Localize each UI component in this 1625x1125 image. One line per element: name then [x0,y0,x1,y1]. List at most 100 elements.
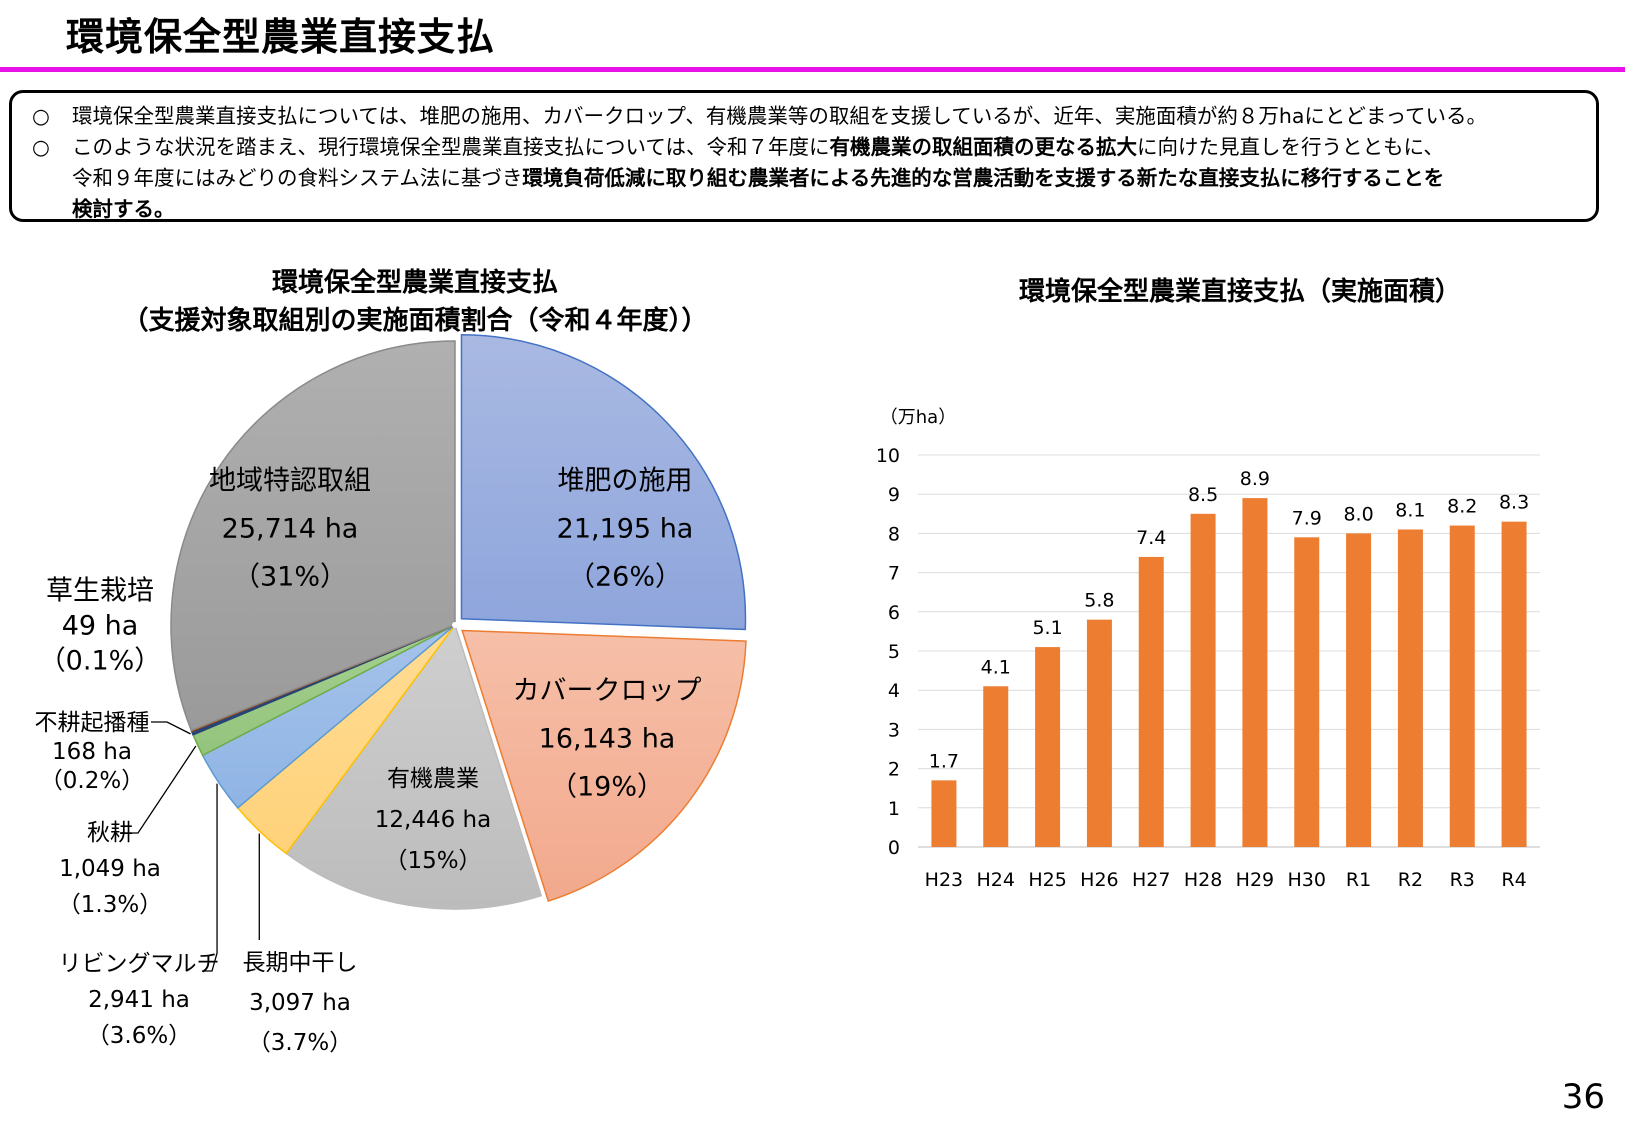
bar-R1 [1346,533,1372,847]
slice-area-label: 1,049 ha [59,856,161,882]
slice-name-label: 有機農業 [387,766,479,792]
slice-name-label: 堆肥の施用 [558,465,693,496]
summary-text-2b: に向けた見直しを行うとともに、 [1136,135,1444,159]
slice-pct-label: （1.3%） [58,892,162,918]
summary-bold-2c: 検討する。 [72,197,175,221]
x-tick-label: R4 [1501,869,1526,891]
slice-area-label: 25,714 ha [222,514,359,545]
bar-H23 [931,780,957,847]
bar-H24 [983,686,1009,847]
slice-name-label: カバークロップ [513,675,702,706]
pie-slice-3 [285,623,543,910]
bar-value-label: 5.8 [1084,590,1114,612]
slice-area-label: 21,195 ha [557,514,694,545]
y-tick-label: 4 [888,680,900,702]
bar-value-label: 4.1 [981,656,1011,678]
slice-area-label: 12,446 ha [375,807,491,833]
bar-R3 [1449,525,1475,847]
slice-pct-label: （0.2%） [40,768,144,794]
bar-value-label: 5.1 [1032,617,1062,639]
pie-slice-1 [460,334,747,631]
bar-H29 [1242,498,1268,847]
summary-text-2a: このような状況を踏まえ、現行環境保全型農業直接支払については、令和７年度に [72,135,830,159]
summary-bold-2b: 環境負荷低減に取り組む農業者による先進的な営農活動を支援する新たな直接支払に移行… [522,166,1445,190]
summary-box: ○ 環境保全型農業直接支払については、堆肥の施用、カバークロップ、有機農業等の取… [9,90,1599,222]
slice-pct-label: （3.7%） [248,1030,352,1056]
slice-name-label: 草生栽培 [46,575,154,606]
pie-chart: 堆肥の施用 21,195 ha （26%） カバークロップ 16,143 ha （19%）… [35,334,747,1056]
slice-pct-label: （26%） [568,562,682,593]
summary-bullet-2: ○ このような状況を踏まえ、現行環境保全型農業直接支払については、令和７年度に有… [32,132,1582,163]
bar-H27 [1138,556,1164,847]
leader-line [151,721,191,735]
x-tick-label: H24 [977,869,1015,891]
slice-pct-label: （15%） [384,848,481,874]
summary-bold-2a: 有機農業の取組面積の更なる拡大 [829,135,1137,159]
title-rule [0,67,1625,72]
y-tick-label: 5 [888,641,900,663]
bar-H28 [1190,513,1216,847]
summary-text-2c: 令和９年度にはみどりの食料システム法に基づき [72,166,523,190]
summary-bullet-2-line-2: 令和９年度にはみどりの食料システム法に基づき環境負荷低減に取り組む農業者による先… [32,163,1582,194]
slice-name-label: リビングマルチ [59,951,220,977]
slice-area-label: 3,097 ha [249,990,351,1016]
y-tick-label: 7 [888,563,900,585]
pie-center [452,622,458,628]
slice-name-label: 長期中干し [243,950,358,976]
x-tick-label: H26 [1080,869,1118,891]
slice-area-label: 168 ha [52,739,132,765]
x-tick-label: R3 [1450,869,1475,891]
bar-value-label: 8.1 [1395,499,1425,521]
x-tick-label: R2 [1398,869,1423,891]
x-tick-label: H28 [1184,869,1222,891]
x-tick-label: R1 [1346,869,1371,891]
y-tick-label: 8 [888,523,900,545]
page-number: 36 [1561,1077,1605,1117]
x-tick-label: H23 [925,869,963,891]
y-tick-label: 3 [888,719,900,741]
bar-value-label: 7.4 [1136,527,1166,549]
bar-value-label: 7.9 [1292,507,1322,529]
summary-bullet-2-line-3: 検討する。 [32,194,1582,225]
slice-name-label: 地域特認取組 [209,465,371,496]
bar-chart-title: 環境保全型農業直接支払（実施面積） [1018,277,1461,307]
y-tick-label: 10 [876,445,900,467]
bar-value-label: 8.3 [1499,492,1529,514]
pie-slice-9 [170,340,456,732]
slice-pct-label: （0.1%） [39,645,162,676]
x-tick-label: H27 [1132,869,1170,891]
slice-pct-label: （31%） [233,562,347,593]
y-tick-label: 0 [888,837,900,859]
leader-line [122,745,197,834]
pie-title: 環境保全型農業直接支払 [271,268,558,298]
slice-area-label: 49 ha [62,610,139,641]
page-title: 環境保全型農業直接支払 [66,15,496,59]
summary-bullet-1: ○ 環境保全型農業直接支払については、堆肥の施用、カバークロップ、有機農業等の取… [32,101,1582,132]
x-tick-label: H30 [1288,869,1326,891]
bar-value-label: 8.9 [1240,468,1270,490]
y-axis-unit-label: （万ha） [880,407,956,428]
bar-value-label: 8.5 [1188,484,1218,506]
slice-area-label: 2,941 ha [88,987,190,1013]
bar-R2 [1397,529,1423,847]
pie-chart-title: 環境保全型農業直接支払 （支援対象取組別の実施面積割合（令和４年度）） [40,264,790,340]
bar-R4 [1501,521,1527,847]
y-tick-label: 9 [888,484,900,506]
y-tick-label: 2 [888,759,900,781]
bullet-circle-icon: ○ [32,104,50,128]
bullet-circle-icon: ○ [32,135,50,159]
leader-line [202,783,218,972]
pie-subtitle: （支援対象取組別の実施面積割合（令和４年度）） [122,306,708,336]
x-tick-label: H25 [1028,869,1066,891]
bar-H30 [1294,537,1320,847]
summary-text-1: 環境保全型農業直接支払については、堆肥の施用、カバークロップ、有機農業等の取組を… [72,104,1488,128]
bar-value-label: 8.2 [1447,496,1477,518]
pie-slice-2 [461,629,747,902]
slice-name-label: 不耕起播種 [35,710,150,736]
y-tick-label: 1 [888,798,900,820]
y-tick-label: 6 [888,602,900,624]
slice-pct-label: （19%） [550,772,664,803]
slice-area-label: 16,143 ha [539,724,676,755]
slice-pct-label: （3.6%） [87,1023,191,1049]
